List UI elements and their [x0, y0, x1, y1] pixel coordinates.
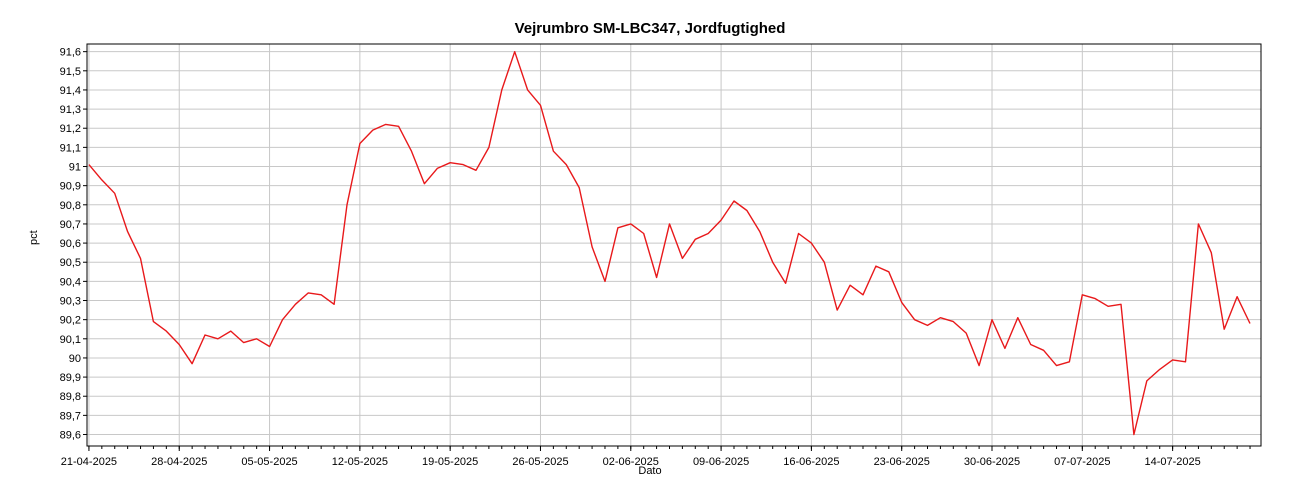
- axes: 89,6 89,7 89,8 89,9 90 90,1 90,2 90,3 90,4 90,5 90…: [60, 43, 1262, 468]
- x-tick-label: 09-06-2025: [693, 456, 749, 468]
- y-tick-label: 91,2: [60, 123, 81, 135]
- y-tick-label: 90,7: [60, 219, 81, 231]
- x-tick-label: 14-07-2025: [1144, 456, 1200, 468]
- y-tick-label: 91,1: [60, 142, 81, 154]
- y-tick-label: 89,9: [60, 372, 81, 384]
- grid: [87, 44, 1261, 446]
- x-tick-label: 23-06-2025: [874, 456, 930, 468]
- x-tick-label: 26-05-2025: [512, 456, 568, 468]
- y-tick-label: 90,6: [60, 238, 81, 250]
- y-tick-label: 89,7: [60, 410, 81, 422]
- x-tick-label: 02-06-2025: [603, 456, 659, 468]
- series-layer: [88, 51, 1251, 436]
- x-tick-label: 21-04-2025: [61, 456, 117, 468]
- y-tick-label: 89,6: [60, 430, 81, 442]
- y-tick-label: 90,4: [60, 276, 81, 288]
- y-tick-label: 91,5: [60, 66, 81, 78]
- y-tick-label: 89,8: [60, 391, 81, 403]
- y-tick-label: 91,3: [60, 104, 81, 116]
- y-tick-label: 90,2: [60, 315, 81, 327]
- x-tick-label: 30-06-2025: [964, 456, 1020, 468]
- x-tick-label: 16-06-2025: [783, 456, 839, 468]
- series-line: [88, 51, 1251, 436]
- x-tick-label: 28-04-2025: [151, 456, 207, 468]
- chart-title: Vejrumbro SM-LBC347, Jordfugtighed: [514, 20, 786, 37]
- plot-frame: [86, 43, 1262, 447]
- x-tick-label: 12-05-2025: [332, 456, 388, 468]
- y-tick-label: 90,1: [60, 334, 81, 346]
- y-tick-label: 90: [69, 353, 81, 365]
- x-axis-label: Dato: [638, 465, 662, 477]
- x-tick-label: 05-05-2025: [241, 456, 297, 468]
- y-tick-label: 91,6: [60, 47, 81, 59]
- x-tick-label: 07-07-2025: [1054, 456, 1110, 468]
- x-tick-label: 19-05-2025: [422, 456, 478, 468]
- y-tick-label: 90,8: [60, 200, 81, 212]
- y-tick-label: 91,4: [60, 85, 81, 97]
- y-tick-label: 91: [69, 162, 81, 174]
- y-tick-label: 90,9: [60, 181, 81, 193]
- y-tick-label: 90,3: [60, 296, 81, 308]
- y-tick-label: 90,5: [60, 257, 81, 269]
